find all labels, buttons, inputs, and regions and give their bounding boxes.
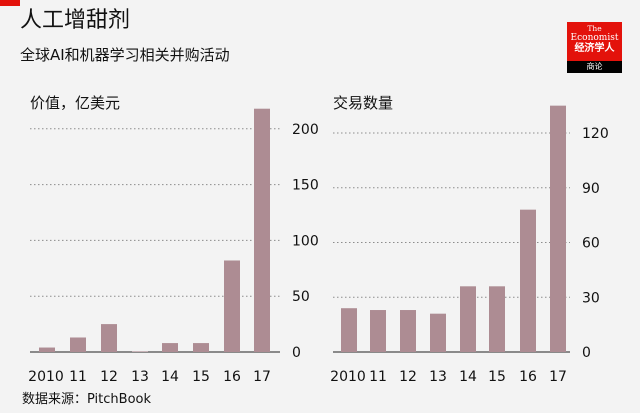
- x-tick-label: 12: [399, 369, 417, 385]
- bar: [162, 343, 178, 352]
- y-tick-label: 0: [582, 345, 591, 361]
- x-tick-label: 2010: [28, 369, 64, 385]
- bar: [520, 209, 536, 352]
- x-tick-label: 13: [429, 369, 447, 385]
- x-tick-label: 16: [223, 369, 241, 385]
- bar: [224, 260, 240, 352]
- y-tick-label: 120: [582, 126, 609, 142]
- x-tick-label: 11: [69, 369, 87, 385]
- x-tick-label: 2010: [330, 369, 366, 385]
- bar: [460, 286, 476, 352]
- x-tick-label: 15: [488, 369, 506, 385]
- bar: [70, 337, 86, 352]
- chart-panel-2: 交易数量 0 30 60 90 120 2010 11 12 13 14 15 16 17: [330, 94, 609, 385]
- page-title: 人工增甜剂: [20, 8, 131, 33]
- bar: [132, 351, 148, 352]
- logo-line-2: Economist: [570, 33, 619, 43]
- x-tick-label: 17: [253, 369, 271, 385]
- x-tick-label: 15: [192, 369, 210, 385]
- y-tick-label: 0: [292, 345, 301, 361]
- bar: [341, 308, 357, 352]
- page-subtitle: 全球AI和机器学习相关并购活动: [20, 46, 230, 64]
- x-tick-label: 12: [100, 369, 118, 385]
- y-tick-label: 150: [292, 178, 319, 194]
- source-note: 数据来源：PitchBook: [22, 392, 152, 407]
- bar: [193, 343, 209, 352]
- bar: [39, 347, 55, 352]
- logo-line-1: The: [587, 24, 602, 33]
- y-tick-label: 60: [582, 236, 600, 252]
- x-tick-label: 11: [369, 369, 387, 385]
- x-tick-label: 17: [549, 369, 567, 385]
- bar: [370, 310, 386, 352]
- chart-title: 交易数量: [333, 94, 393, 112]
- x-tick-label: 14: [459, 369, 477, 385]
- logo-line-4: 商论: [567, 61, 622, 73]
- chart-title: 价值，亿美元: [30, 94, 120, 112]
- bar: [430, 313, 446, 352]
- economist-logo: The Economist 经济学人 商论: [567, 22, 622, 73]
- bar: [550, 105, 566, 353]
- bar: [254, 108, 270, 352]
- x-tick-label: 14: [161, 369, 179, 385]
- y-tick-label: 50: [292, 289, 310, 305]
- logo-line-3: 经济学人: [574, 43, 615, 54]
- x-tick-label: 13: [131, 369, 149, 385]
- x-tick-label: 16: [519, 369, 537, 385]
- y-tick-label: 200: [292, 122, 319, 138]
- bar: [489, 286, 505, 352]
- chart-panel-1: 价值，亿美元 0 50 100 150 200 2010 11 12 13 14 15 16 17: [28, 94, 319, 385]
- y-tick-label: 90: [582, 181, 600, 197]
- bar: [101, 324, 117, 352]
- y-tick-label: 100: [292, 233, 319, 249]
- bar: [400, 310, 416, 352]
- y-tick-label: 30: [582, 290, 600, 306]
- accent-bar: [0, 0, 20, 6]
